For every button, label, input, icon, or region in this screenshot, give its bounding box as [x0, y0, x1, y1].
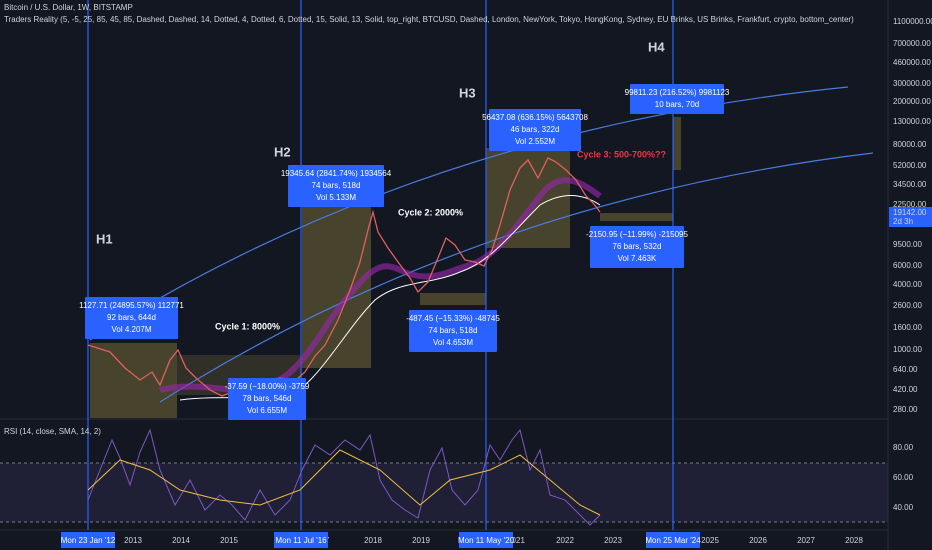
measure-text: 99811.23 (216.52%) 9981123: [625, 88, 730, 97]
price-tick-label: 460000.00: [893, 58, 931, 67]
date-label: Mon 11 May '20: [458, 536, 515, 545]
time-tick-label: 2028: [845, 536, 863, 545]
last-price-tag: [889, 207, 932, 227]
time-tick-label: 2022: [556, 536, 574, 545]
halving-label: H2: [274, 144, 291, 159]
measure-text: 74 bars, 518d: [312, 181, 361, 190]
rsi-average: [87, 449, 601, 516]
time-tick-label: 2021: [507, 536, 525, 545]
rsi-title: RSI (14, close, SMA, 14, 2): [4, 427, 101, 436]
price-tick-label: 300000.00: [893, 79, 931, 88]
date-label: Mon 11 Jul '16: [275, 536, 327, 545]
range-box: [600, 213, 673, 221]
price-tick-label: 1100000.00: [893, 17, 932, 26]
price-tick-label: 2600.00: [893, 301, 922, 310]
measure-text: -487.45 (−15.33%) -48745: [406, 314, 500, 323]
measure-text: 19345.64 (2841.74%) 1934564: [281, 169, 392, 178]
measure-box: [85, 297, 178, 339]
chart-title: Bitcoin / U.S. Dollar, 1W, BITSTAMP: [4, 3, 133, 12]
price-tick-label: 200000.00: [893, 97, 931, 106]
price-tick-label: 130000.00: [893, 117, 931, 126]
countdown: 2d 3h: [893, 217, 913, 226]
time-tick-label: 2027: [797, 536, 815, 545]
range-box: [90, 343, 177, 418]
measure-text: 56437.08 (636.15%) 5643708: [482, 113, 588, 122]
date-tag: [61, 532, 115, 548]
price-tick-label: 700000.00: [893, 39, 931, 48]
measure-box: [630, 84, 724, 114]
measure-text: 1127.71 (24895.57%) 112771: [79, 301, 184, 310]
price-tick-label: 280.00: [893, 405, 918, 414]
measure-box: [409, 310, 497, 352]
price-tick-label: 9500.00: [893, 240, 922, 249]
date-label: Mon 25 Mar '24: [645, 536, 701, 545]
measure-text: Vol 4.207M: [111, 325, 151, 334]
last-price: 19142.00: [893, 208, 927, 217]
price-tick-label: 640.00: [893, 365, 918, 374]
measure-box: [288, 165, 384, 207]
measure-text: -2150.95 (−11.99%) -215095: [586, 230, 688, 239]
measure-text: Vol 5.133M: [316, 193, 356, 202]
rsi-tick-label: 60.00: [893, 473, 914, 482]
measure-text: 76 bars, 532d: [613, 242, 662, 251]
halving-label: H3: [459, 85, 476, 100]
time-tick-label: 2013: [124, 536, 142, 545]
price-tick-label: 52000.00: [893, 161, 927, 170]
time-tick-label: 2023: [604, 536, 622, 545]
price-tick-label: 80000.00: [893, 140, 927, 149]
indicator-legend: Traders Reality (5, -5, 25, 85, 45, 85, …: [4, 15, 854, 24]
measure-box: [228, 378, 306, 420]
measure-text: Vol 4.653M: [433, 338, 473, 347]
halving-label: H4: [648, 39, 665, 54]
halving-label: H1: [96, 231, 113, 246]
cycle-label: Cycle 3: 500-700%??: [577, 149, 666, 159]
time-tick-label: 2025: [701, 536, 719, 545]
price-tick-label: 4000.00: [893, 280, 922, 289]
measure-text: 78 bars, 546d: [243, 394, 292, 403]
time-tick-label: 2014: [172, 536, 190, 545]
price-tick-label: 420.00: [893, 385, 918, 394]
range-box: [673, 117, 681, 170]
measure-text: 92 bars, 644d: [107, 313, 156, 322]
price-tick-label: 1000.00: [893, 345, 922, 354]
measure-text: 74 bars, 518d: [429, 326, 478, 335]
rsi-tick-label: 40.00: [893, 503, 914, 512]
measure-box: [489, 109, 581, 151]
price-tick-label: 34500.00: [893, 180, 927, 189]
time-tick-label: 2026: [749, 536, 767, 545]
price-line: [87, 157, 601, 397]
cycle-label: Cycle 2: 2000%: [398, 207, 463, 217]
lower-log-curve: [159, 152, 874, 403]
price-tick-label: 22500.00: [893, 200, 927, 209]
measure-text: 10 bars, 70d: [655, 100, 699, 109]
time-tick-label: 2015: [220, 536, 238, 545]
measure-text: Vol 7.463K: [618, 254, 657, 263]
price-tick-label: 1600.00: [893, 323, 922, 332]
upper-log-curve: [89, 86, 849, 341]
rsi-line: [87, 428, 601, 526]
range-box: [420, 293, 486, 305]
measure-text: Vol 6.655M: [247, 406, 287, 415]
time-tick-label: 2018: [364, 536, 382, 545]
date-label: Mon 23 Jan '12: [61, 536, 116, 545]
measure-text: -37.59 (−18.00%) -3759: [225, 382, 310, 391]
measure-box: [590, 226, 684, 268]
rsi-band: [0, 463, 888, 522]
measure-text: Vol 2.552M: [515, 137, 555, 146]
date-tag: [459, 532, 513, 548]
rsi-tick-label: 80.00: [893, 443, 914, 452]
time-tick-label: 2019: [412, 536, 430, 545]
measure-text: 46 bars, 322d: [511, 125, 560, 134]
price-tick-label: 6000.00: [893, 261, 922, 270]
date-tag: [646, 532, 700, 548]
cycle-label: Cycle 1: 8000%: [215, 321, 280, 331]
date-tag: [274, 532, 328, 548]
